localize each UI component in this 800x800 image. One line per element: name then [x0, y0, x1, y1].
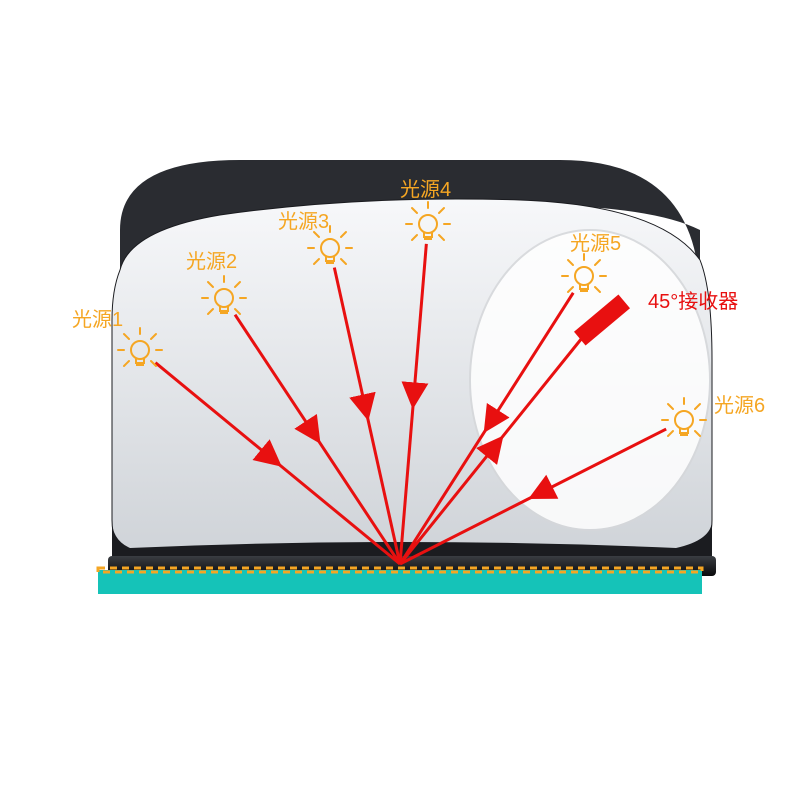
sample-plate	[98, 570, 702, 594]
source-label: 光源1	[72, 308, 123, 331]
source-label: 光源2	[186, 250, 237, 273]
source-label: 光源4	[400, 178, 451, 201]
source-label: 光源5	[570, 232, 621, 255]
source-label: 光源6	[714, 394, 765, 417]
device-body	[108, 160, 716, 576]
source-label: 光源3	[278, 210, 329, 233]
receiver-label: 45°接收器	[648, 290, 738, 313]
